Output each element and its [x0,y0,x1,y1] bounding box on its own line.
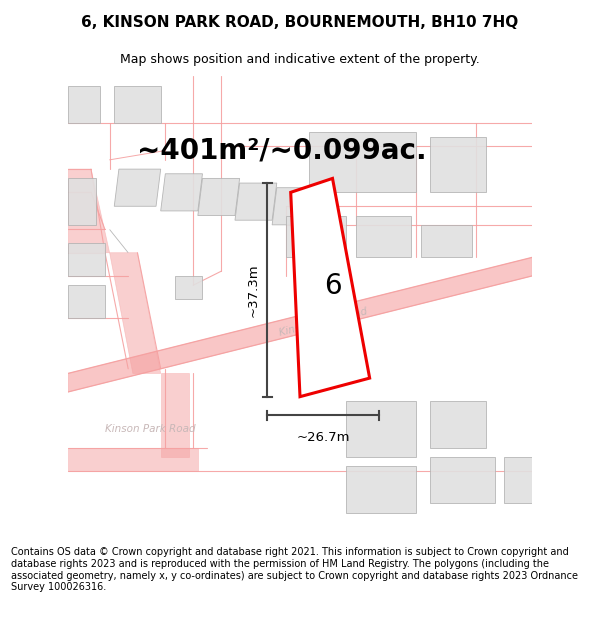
Polygon shape [356,216,412,258]
Polygon shape [68,169,110,252]
Polygon shape [346,401,416,457]
Polygon shape [430,457,495,504]
Polygon shape [346,466,416,512]
Text: ~37.3m: ~37.3m [247,263,260,317]
Text: Map shows position and indicative extent of the property.: Map shows position and indicative extent… [120,53,480,66]
Polygon shape [68,258,532,392]
Polygon shape [235,183,277,220]
Polygon shape [68,448,198,471]
Polygon shape [421,225,472,258]
Text: Kinson Park Road: Kinson Park Road [105,424,196,434]
Polygon shape [110,229,128,253]
Polygon shape [161,174,202,211]
Text: Contains OS data © Crown copyright and database right 2021. This information is : Contains OS data © Crown copyright and d… [11,548,578,592]
Polygon shape [68,178,95,225]
Polygon shape [309,132,416,192]
Polygon shape [505,457,532,504]
Polygon shape [430,401,486,448]
Text: ~26.7m: ~26.7m [296,431,350,444]
Text: ~401m²/~0.099ac.: ~401m²/~0.099ac. [137,136,427,164]
Polygon shape [286,216,346,258]
Polygon shape [114,169,161,206]
Polygon shape [68,86,100,122]
Polygon shape [175,276,202,299]
Polygon shape [114,86,161,122]
Polygon shape [68,243,105,276]
Polygon shape [430,137,486,192]
Polygon shape [291,178,370,397]
Polygon shape [272,188,314,225]
Polygon shape [161,374,188,457]
Polygon shape [110,253,161,374]
Text: 6, KINSON PARK ROAD, BOURNEMOUTH, BH10 7HQ: 6, KINSON PARK ROAD, BOURNEMOUTH, BH10 7… [82,16,518,31]
Polygon shape [198,178,239,216]
Polygon shape [68,285,105,318]
Text: Kinson Park Road: Kinson Park Road [278,306,368,338]
Text: 6: 6 [323,272,341,301]
